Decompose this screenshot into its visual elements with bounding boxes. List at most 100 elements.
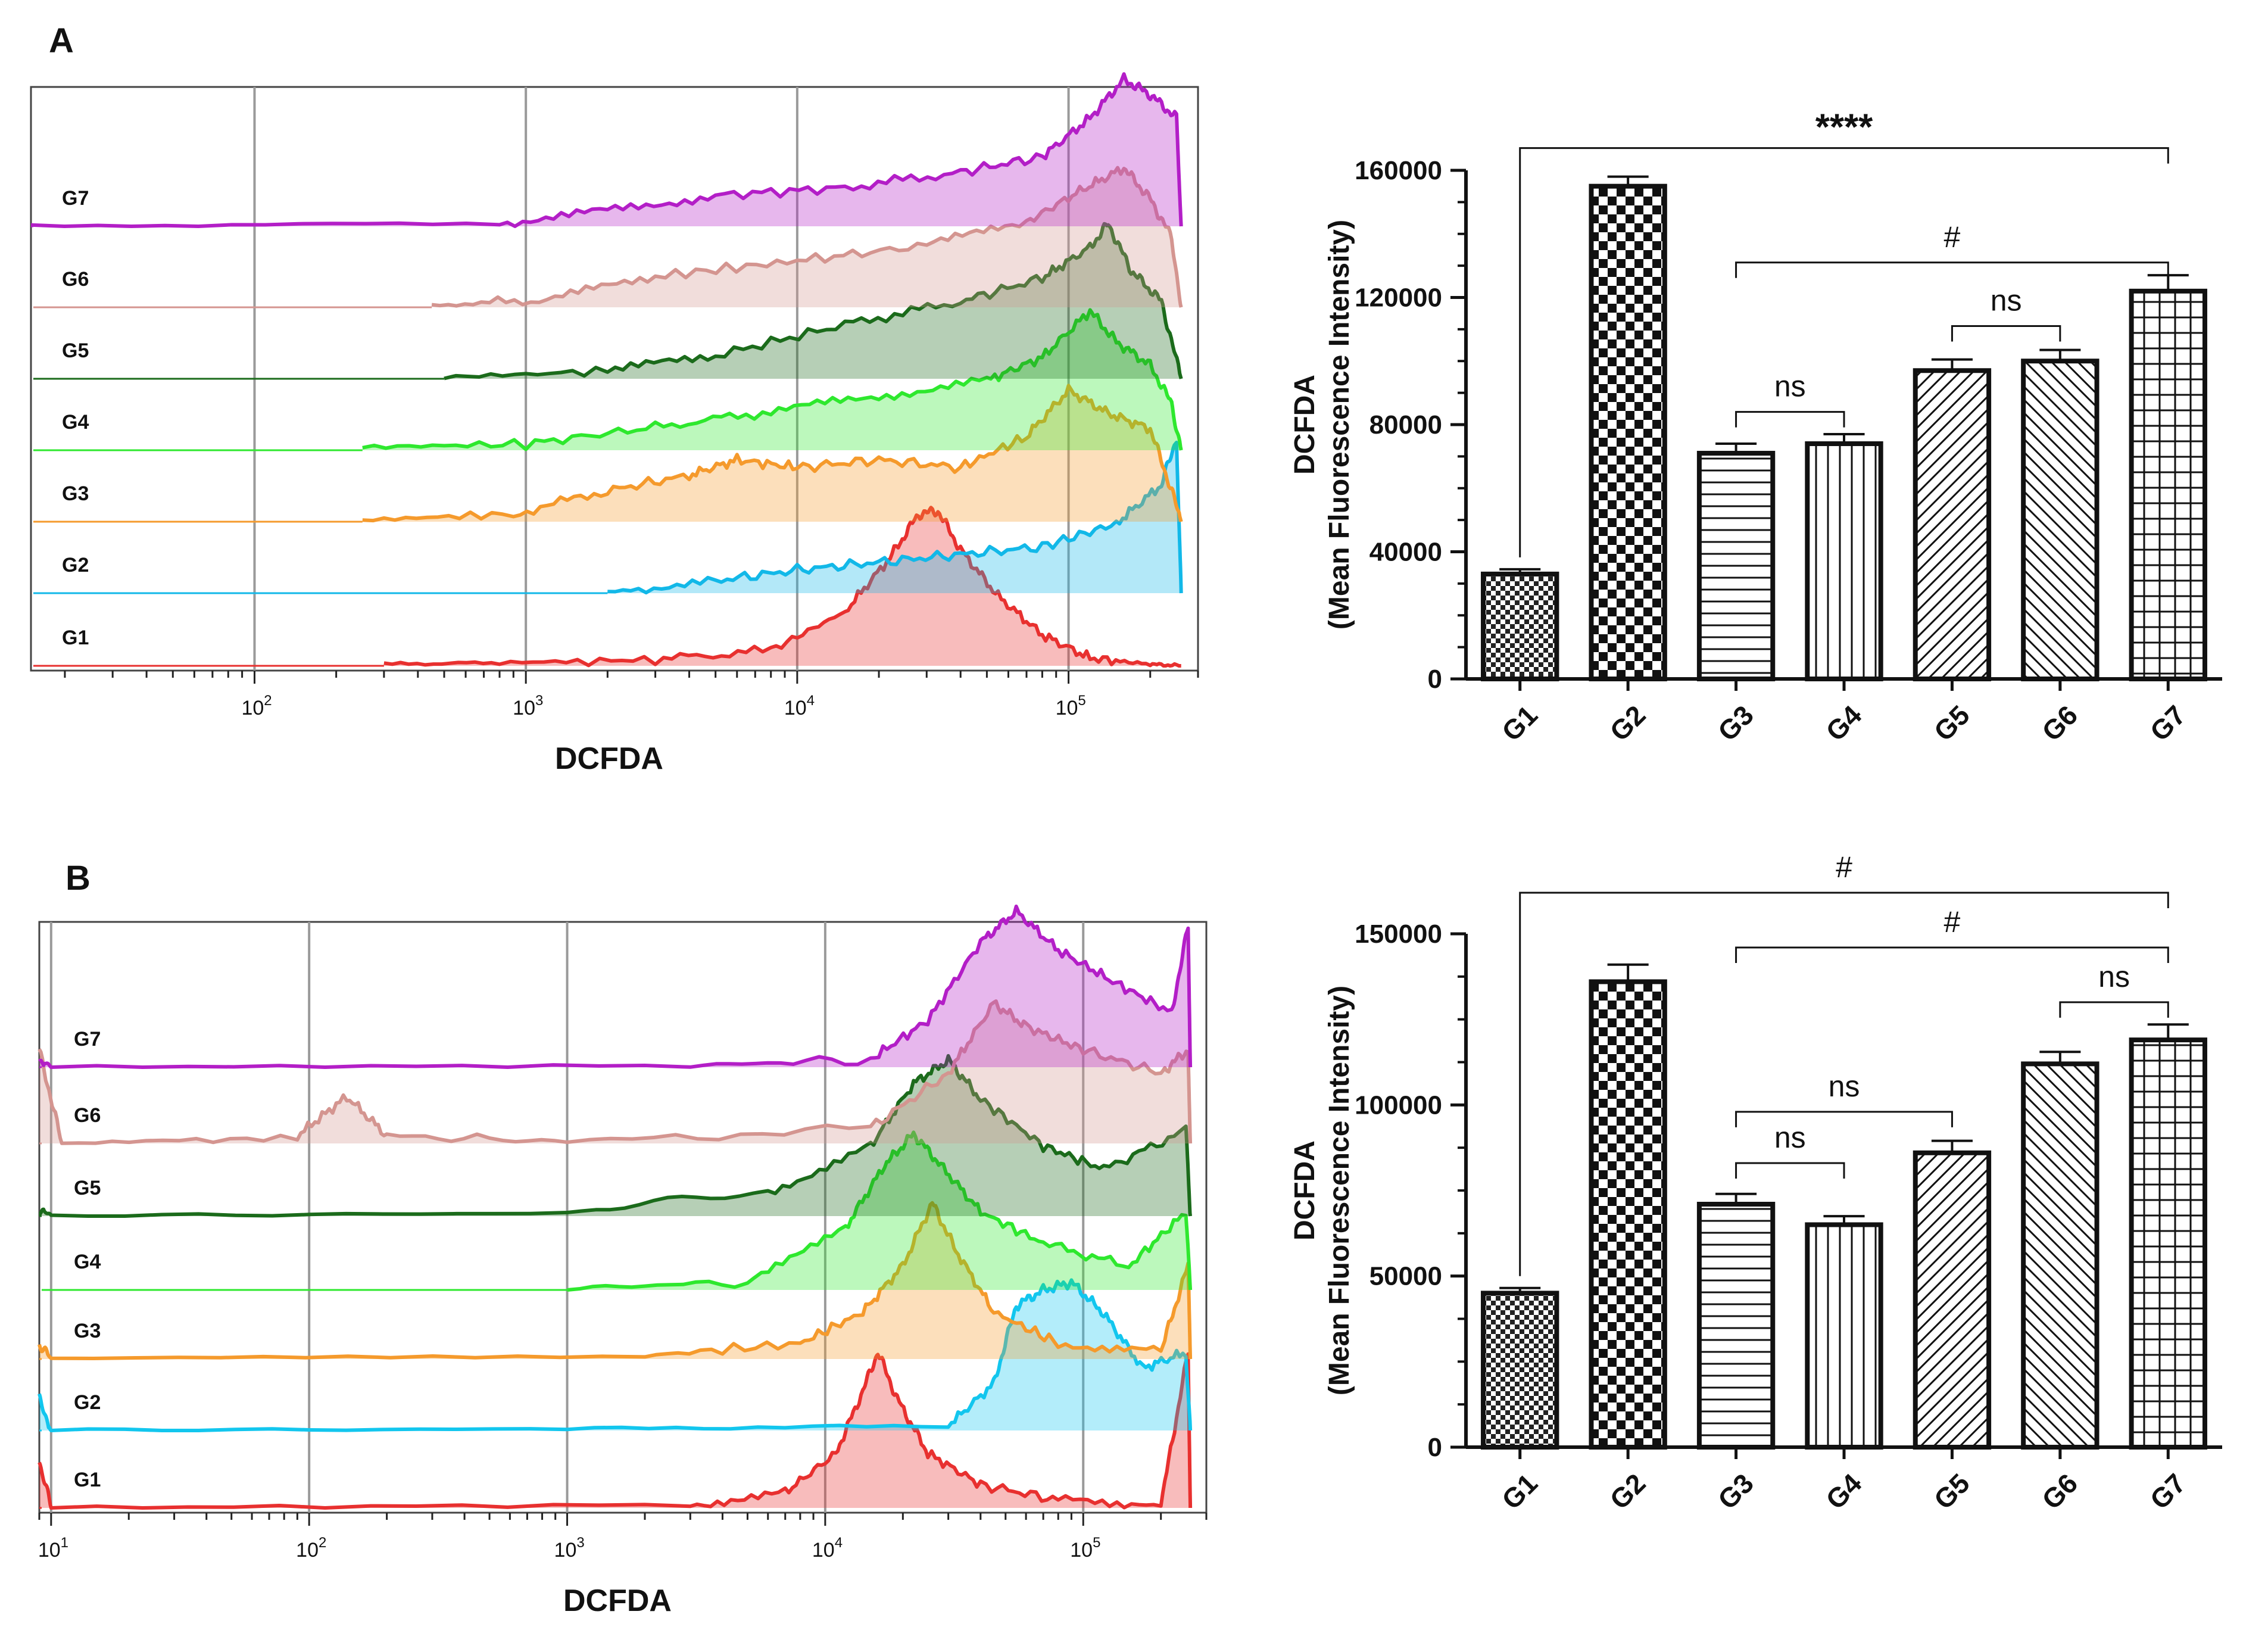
panel-label-a: A [49, 21, 74, 60]
significance-label: ns [1829, 1070, 1860, 1103]
histogram-panel-a: G1 G2 G3 G4 G5 G6 G7 102 103 104 105 DCFDA [30, 72, 1199, 776]
significance-bracket [1735, 946, 2169, 963]
histogram-line-g7 [38, 904, 1193, 1069]
significance-label: ns [1774, 1121, 1806, 1154]
bar-g3 [1696, 1201, 1776, 1450]
row-label-g2: G2 [62, 554, 89, 576]
category-label-g4: G4 [1820, 699, 1867, 747]
significance-bracket [1735, 411, 1845, 428]
x-tick-label: 103 [554, 1535, 585, 1562]
x-tick-label: 103 [513, 693, 543, 719]
y-axis-title-line1: DCFDA [1289, 375, 1321, 475]
significance-label: # [1836, 850, 1852, 884]
x-tick-label: 101 [38, 1535, 68, 1562]
bar-g2 [1589, 183, 1667, 681]
bar-g7 [2129, 288, 2207, 681]
x-tick-label: 104 [812, 1535, 843, 1562]
histogram-line-g2 [38, 1278, 1193, 1432]
category-label-g1: G1 [1496, 1467, 1543, 1515]
y-tick-label: 80000 [1369, 410, 1442, 440]
row-label-g7: G7 [74, 1028, 101, 1051]
histogram-line-g6 [38, 999, 1193, 1145]
y-axis-title-line2: (Mean Fluorescence Intensity) [1324, 986, 1355, 1395]
significance-bracket [1519, 147, 2169, 557]
category-label-g7: G7 [2144, 1467, 2191, 1515]
histogram-line-g4 [567, 1130, 1193, 1292]
y-tick-label: 0 [1428, 1433, 1442, 1462]
significance-bracket [1951, 325, 2061, 342]
bar-g4 [1805, 441, 1883, 682]
x-tick-label: 105 [1070, 1535, 1100, 1562]
row-label-g7: G7 [62, 187, 89, 210]
significance-label: **** [1815, 107, 1873, 148]
histogram-panel-b: G1 G2 G3 G4 G5 G6 G7 101 102 103 104 105 DCFDA [38, 904, 1208, 1618]
row-label-g1: G1 [62, 627, 89, 649]
row-label-g6: G6 [62, 268, 89, 291]
y-axis-title-line1: DCFDA [1289, 1140, 1321, 1241]
significance-bracket [1735, 1162, 1845, 1179]
row-label-g4: G4 [62, 411, 89, 434]
significance-bracket [1735, 1111, 1953, 1127]
significance-bracket [1735, 261, 2169, 278]
x-tick-label: 102 [296, 1535, 326, 1562]
row-label-g5: G5 [74, 1177, 101, 1199]
y-axis-title-line2: (Mean Fluorescence Intensity) [1324, 220, 1355, 629]
bar-g2 [1589, 979, 1667, 1450]
bar-g1 [1481, 571, 1559, 681]
row-label-g5: G5 [62, 339, 89, 362]
histogram-fill-g3 [39, 1202, 1191, 1359]
row-label-g1: G1 [74, 1469, 101, 1491]
significance-bracket [1519, 892, 2169, 1276]
row-label-g4: G4 [74, 1251, 101, 1273]
bar-g6 [2021, 359, 2099, 681]
y-tick-label: 150000 [1355, 920, 1442, 949]
significance-bracket [2059, 1001, 2169, 1018]
y-tick-label: 40000 [1369, 538, 1442, 567]
histogram-line-g5 [38, 1054, 1193, 1218]
y-tick-label: 50000 [1369, 1262, 1442, 1291]
histogram-fill-g4 [362, 310, 1181, 450]
histogram-fill-g2 [39, 1280, 1191, 1430]
bar-chart-panel-b: 0 50000 100000 150000 G1 G2 G3 G4 G5 G6 G7 DCFDA (Me… [1289, 850, 2222, 1515]
row-label-g3: G3 [62, 482, 89, 505]
category-label-g2: G2 [1603, 1467, 1651, 1515]
plot-frame [38, 921, 1208, 1514]
histogram-fill-g7 [39, 906, 1191, 1067]
significance-label: # [1944, 220, 1961, 254]
significance-label: # [1944, 905, 1961, 939]
panel-label-b: B [65, 859, 91, 897]
bar-g4 [1805, 1222, 1883, 1450]
histogram-line-g4 [362, 308, 1183, 451]
histogram-line-g2 [607, 441, 1183, 595]
histogram-line-g1 [38, 1352, 1193, 1510]
histogram-line-g1 [383, 506, 1181, 668]
category-label-g4: G4 [1820, 1467, 1867, 1515]
significance-label: ns [2098, 960, 2130, 993]
category-label-g6: G6 [2036, 1467, 2083, 1515]
histogram-fill-g2 [607, 442, 1181, 593]
bar-g5 [1913, 1150, 1992, 1450]
x-tick-label: 105 [1056, 693, 1086, 719]
histogram-line-g7 [30, 72, 1183, 228]
significance-label: ns [1991, 284, 2022, 317]
category-label-g6: G6 [2036, 699, 2083, 747]
category-label-g5: G5 [1928, 699, 1976, 747]
histogram-fill-g5 [39, 1055, 1191, 1216]
y-tick-label: 160000 [1355, 156, 1442, 185]
histogram-fill-g1 [39, 1354, 1191, 1508]
histogram-line-g3 [38, 1201, 1193, 1360]
category-label-g7: G7 [2144, 699, 2191, 747]
bar-g1 [1481, 1291, 1559, 1450]
histogram-fill-g5 [444, 223, 1181, 379]
bar-g5 [1913, 368, 1992, 681]
category-label-g5: G5 [1928, 1467, 1976, 1515]
category-label-g1: G1 [1496, 699, 1543, 747]
row-label-g3: G3 [74, 1320, 101, 1342]
histogram-line-g6 [431, 166, 1183, 308]
y-tick-label: 120000 [1355, 283, 1442, 313]
bar-chart-panel-a: 0 40000 80000 120000 160000 G1 G2 G3 G4 G5 G6 G7 DCF… [1289, 107, 2222, 747]
histogram-fill-g1 [383, 507, 1181, 666]
bar-g7 [2129, 1037, 2207, 1450]
y-tick-label: 100000 [1355, 1090, 1442, 1120]
